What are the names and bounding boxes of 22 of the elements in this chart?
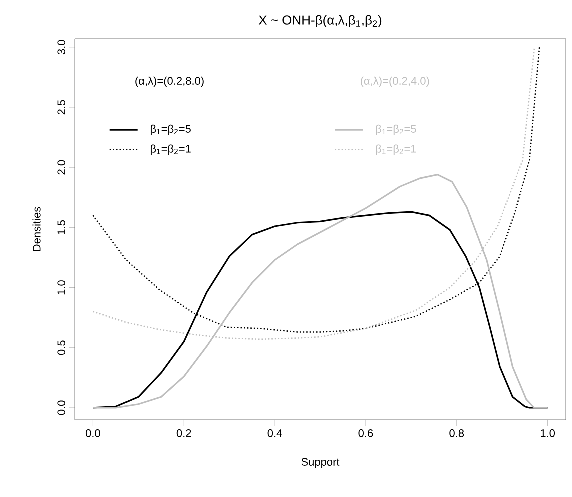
y-tick-label: 2.0: [58, 160, 66, 175]
y-tick-label: 3.0: [58, 40, 66, 55]
legend-label: β$_{1}$=β$_{2}$=5: [150, 124, 191, 136]
x-axis-title: Support: [302, 458, 340, 468]
annotation: (α,λ)=(0.2,4.0): [360, 76, 430, 88]
x-tick-label: 0.2: [176, 430, 192, 438]
y-tick-label: 2.5: [58, 100, 66, 115]
legend-label: β$_{1}$=β$_{2}$=1: [150, 144, 191, 155]
legend-label: β$_{1}$=β$_{2}$=1: [376, 144, 416, 155]
y-axis-title: Densities: [32, 207, 41, 252]
x-tick-label: 1.0: [541, 430, 556, 438]
y-tick-label: 1.5: [58, 220, 66, 234]
x-tick-label: 0.0: [86, 430, 100, 438]
legend-label: β$_{1}$=β$_{2}$=5: [376, 124, 416, 136]
chart-title: X ~ ONH-β(α,λ,β$_{1}$,β$_{2}$): [258, 15, 382, 28]
y-tick-label: 0.0: [58, 400, 66, 416]
annotation: (α,λ)=(0.2,8.0): [136, 76, 204, 88]
x-tick-label: 0.4: [268, 430, 282, 438]
x-tick-label: 0.6: [358, 430, 374, 438]
x-tick-label: 0.8: [450, 430, 464, 438]
y-tick-label: 1.0: [58, 280, 66, 295]
y-tick-label: 0.5: [58, 340, 66, 356]
